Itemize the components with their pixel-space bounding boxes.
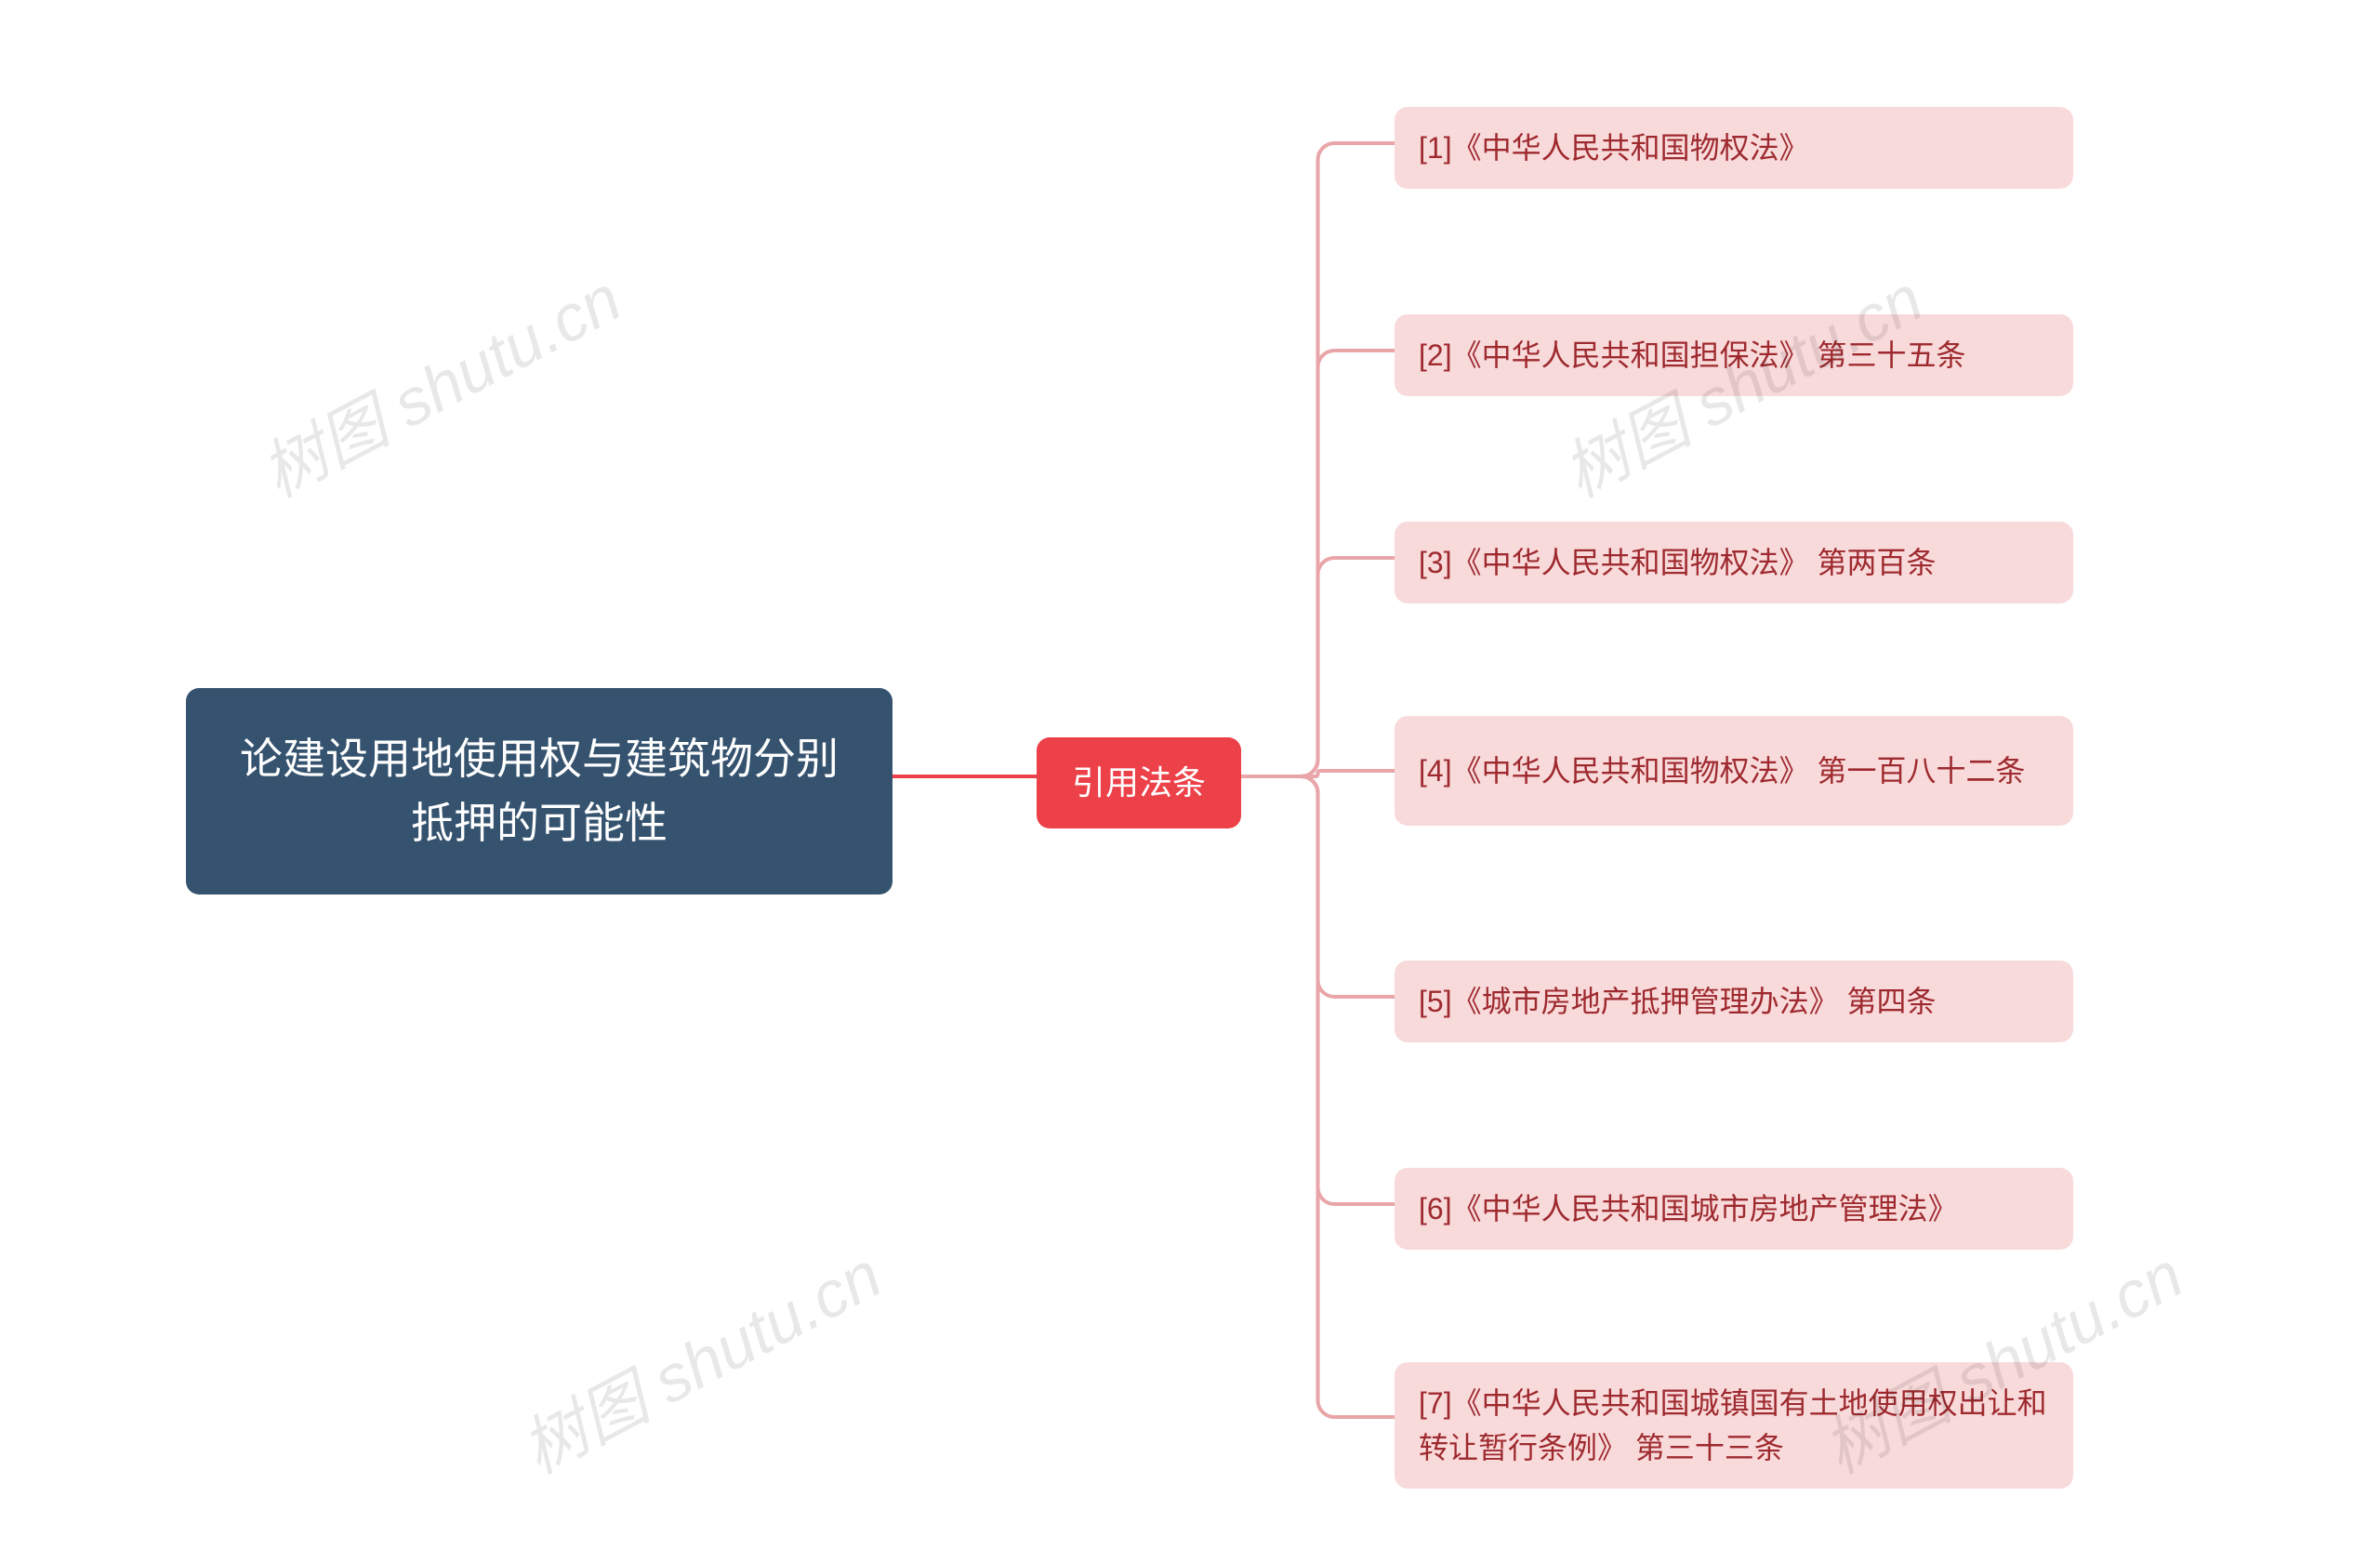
leaf-node-label: [1]《中华人民共和国物权法》 [1419, 126, 1809, 170]
leaf-node[interactable]: [3]《中华人民共和国物权法》 第两百条 [1395, 522, 2073, 603]
leaf-node-label: [6]《中华人民共和国城市房地产管理法》 [1419, 1186, 1958, 1231]
leaf-node[interactable]: [2]《中华人民共和国担保法》 第三十五条 [1395, 314, 2073, 396]
middle-node-label: 引用法条 [1072, 758, 1206, 808]
watermark: 树图 shutu.cn [503, 1224, 895, 1491]
leaf-node-label: [5]《城市房地产抵押管理办法》 第四条 [1419, 979, 1936, 1024]
leaf-node-label: [7]《中华人民共和国城镇国有土地使用权出让和转让暂行条例》 第三十三条 [1419, 1381, 2049, 1470]
leaf-node-label: [4]《中华人民共和国物权法》 第一百八十二条 [1419, 749, 2025, 793]
mindmap-canvas: 论建设用地使用权与建筑物分别抵押的可能性 引用法条 [1]《中华人民共和国物权法… [0, 0, 2380, 1550]
leaf-node-label: [3]《中华人民共和国物权法》 第两百条 [1419, 540, 1936, 585]
watermark: 树图 shutu.cn [243, 247, 635, 515]
leaf-node[interactable]: [4]《中华人民共和国物权法》 第一百八十二条 [1395, 716, 2073, 826]
middle-node[interactable]: 引用法条 [1037, 737, 1241, 828]
root-node-label: 论建设用地使用权与建筑物分别抵押的可能性 [231, 727, 848, 855]
leaf-node[interactable]: [6]《中华人民共和国城市房地产管理法》 [1395, 1168, 2073, 1250]
leaf-node[interactable]: [1]《中华人民共和国物权法》 [1395, 107, 2073, 189]
leaf-node-label: [2]《中华人民共和国担保法》 第三十五条 [1419, 333, 1965, 378]
leaf-node[interactable]: [7]《中华人民共和国城镇国有土地使用权出让和转让暂行条例》 第三十三条 [1395, 1362, 2073, 1489]
root-node[interactable]: 论建设用地使用权与建筑物分别抵押的可能性 [186, 688, 892, 894]
leaf-node[interactable]: [5]《城市房地产抵押管理办法》 第四条 [1395, 960, 2073, 1042]
